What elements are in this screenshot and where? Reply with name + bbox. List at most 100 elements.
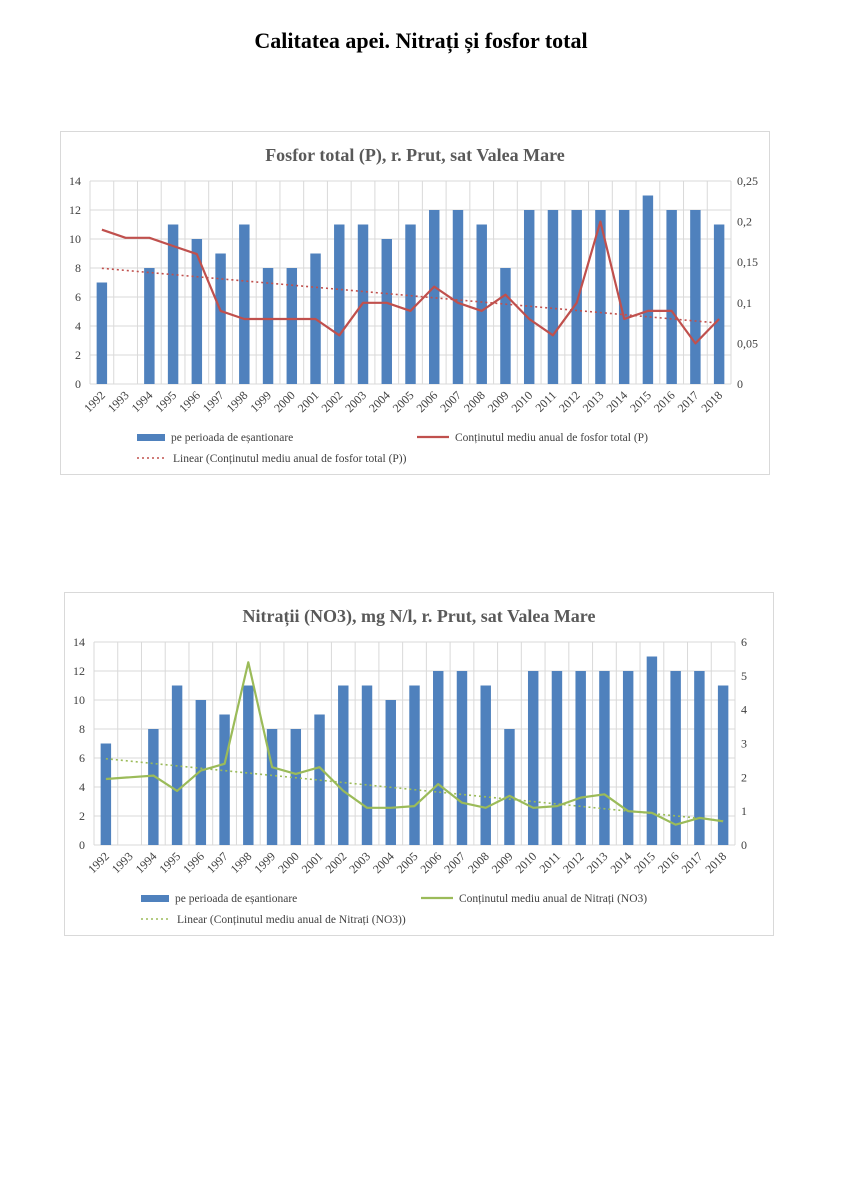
fosfor-bar-2015 — [642, 195, 654, 384]
fosfor-left-tick: 14 — [69, 174, 81, 188]
nitrati-x-tick-2012: 2012 — [560, 849, 587, 876]
nitrati-bar-1997 — [219, 714, 230, 845]
fosfor-legend-bar-label: pe perioada de eșantionare — [171, 432, 293, 444]
fosfor-right-tick: 0,1 — [737, 296, 752, 310]
fosfor-left-tick: 12 — [69, 203, 81, 217]
nitrati-x-tick-1993: 1993 — [109, 849, 136, 876]
nitrati-bar-2010 — [527, 671, 539, 845]
nitrati-left-tick: 4 — [79, 780, 85, 794]
nitrati-series-line — [105, 661, 724, 826]
fosfor-title: Fosfor total (P), r. Prut, sat Valea Mar… — [265, 145, 565, 166]
nitrati-x-tick-2013: 2013 — [584, 849, 611, 876]
nitrati-bar-2006 — [433, 671, 444, 845]
nitrati-left-tick: 10 — [73, 693, 85, 707]
fosfor-legend-line-label: Conținutul mediu anual de fosfor total (… — [455, 432, 648, 444]
nitrati-x-tick-2002: 2002 — [323, 849, 350, 876]
nitrati-x-tick-2014: 2014 — [607, 849, 634, 876]
fosfor-right-tick: 0,05 — [737, 336, 758, 350]
nitrati-x-tick-2017: 2017 — [679, 849, 706, 876]
nitrati-x-tick-2009: 2009 — [489, 849, 516, 876]
fosfor-x-tick-1996: 1996 — [176, 388, 203, 415]
fosfor-right-tick: 0,15 — [737, 255, 758, 269]
nitrati-bar-2014 — [622, 671, 634, 845]
nitrati-x-tick-1998: 1998 — [228, 849, 255, 876]
nitrati-left-tick: 0 — [79, 838, 85, 852]
nitrati-x-tick-1992: 1992 — [85, 849, 112, 876]
fosfor-x-tick-2013: 2013 — [580, 388, 607, 415]
fosfor-x-tick-1994: 1994 — [129, 388, 156, 415]
nitrati-bar-2008 — [480, 685, 491, 845]
fosfor-left-tick: 4 — [75, 319, 81, 333]
nitrati-x-tick-2000: 2000 — [275, 849, 302, 876]
fosfor-left-tick: 2 — [75, 348, 81, 362]
fosfor-bar-2002 — [334, 224, 345, 384]
fosfor-bar-2016 — [666, 210, 677, 384]
nitrati-right-tick: 6 — [741, 635, 747, 649]
nitrati-right-tick: 1 — [741, 804, 747, 818]
nitrati-x-tick-2011: 2011 — [537, 849, 564, 876]
nitrati-legend-trend-label: Linear (Conținutul mediu anual de Nitraț… — [177, 914, 406, 926]
nitrati-bar-2011 — [551, 671, 563, 845]
chart-fosfor-svg: Fosfor total (P), r. Prut, sat Valea Mar… — [69, 145, 758, 465]
fosfor-bar-2010 — [523, 210, 535, 384]
nitrati-x-tick-2004: 2004 — [370, 849, 397, 876]
fosfor-bar-2004 — [381, 239, 392, 384]
fosfor-bar-2006 — [429, 210, 440, 384]
fosfor-series-line — [101, 220, 720, 345]
fosfor-x-tick-2003: 2003 — [342, 388, 369, 415]
fosfor-bar-2000 — [286, 268, 298, 384]
fosfor-x-tick-2014: 2014 — [603, 388, 630, 415]
fosfor-bar-2018 — [713, 224, 725, 384]
nitrati-x-tick-2010: 2010 — [512, 849, 539, 876]
nitrati-x-tick-1994: 1994 — [133, 849, 160, 876]
fosfor-left-tick: 6 — [75, 290, 81, 304]
nitrati-x-tick-1995: 1995 — [156, 849, 183, 876]
nitrati-right-tick: 3 — [741, 737, 747, 751]
chart-nitrati: Nitrații (NO3), mg N/l, r. Prut, sat Val… — [64, 592, 774, 936]
fosfor-x-tick-1995: 1995 — [152, 388, 179, 415]
fosfor-legend-bar-swatch — [137, 434, 165, 441]
nitrati-bar-2001 — [314, 714, 325, 845]
fosfor-bar-2008 — [476, 224, 487, 384]
fosfor-x-tick-1992: 1992 — [81, 388, 108, 415]
fosfor-x-tick-2008: 2008 — [461, 388, 488, 415]
nitrati-x-tick-1997: 1997 — [204, 849, 231, 876]
nitrati-x-tick-2015: 2015 — [631, 849, 658, 876]
nitrati-bar-2012 — [575, 671, 586, 845]
nitrati-legend-line-label: Conținutul mediu anual de Nitrați (NO3) — [459, 893, 647, 905]
fosfor-x-tick-1997: 1997 — [200, 388, 227, 415]
nitrati-bar-1998 — [243, 685, 254, 845]
chart-fosfor: Fosfor total (P), r. Prut, sat Valea Mar… — [60, 131, 770, 475]
nitrati-bar-1996 — [195, 700, 207, 845]
fosfor-x-tick-2016: 2016 — [651, 388, 678, 415]
fosfor-bar-2013 — [595, 210, 606, 384]
fosfor-bar-1994 — [144, 268, 155, 384]
nitrati-left-tick: 14 — [73, 635, 85, 649]
fosfor-left-tick: 0 — [75, 377, 81, 391]
fosfor-bar-1999 — [262, 268, 274, 384]
fosfor-bar-1992 — [96, 282, 108, 384]
chart-nitrati-svg: Nitrații (NO3), mg N/l, r. Prut, sat Val… — [73, 606, 747, 926]
nitrati-x-tick-2001: 2001 — [299, 849, 326, 876]
fosfor-x-tick-2004: 2004 — [366, 388, 393, 415]
fosfor-right-tick: 0,2 — [737, 215, 752, 229]
nitrati-bar-2007 — [456, 671, 468, 845]
nitrati-bar-2002 — [338, 685, 349, 845]
fosfor-bar-1997 — [215, 253, 226, 384]
nitrati-trendline — [105, 757, 724, 822]
fosfor-x-tick-2005: 2005 — [390, 388, 417, 415]
nitrati-x-tick-2006: 2006 — [417, 849, 444, 876]
nitrati-right-tick: 4 — [741, 703, 747, 717]
fosfor-left-tick: 10 — [69, 232, 81, 246]
nitrati-x-tick-2003: 2003 — [346, 849, 373, 876]
nitrati-legend-bar-swatch — [141, 895, 169, 902]
nitrati-left-tick: 12 — [73, 664, 85, 678]
nitrati-bar-1992 — [100, 743, 112, 845]
fosfor-right-tick: 0 — [737, 377, 743, 391]
nitrati-bar-2018 — [717, 685, 729, 845]
nitrati-right-tick: 2 — [741, 770, 747, 784]
fosfor-bar-2011 — [547, 210, 559, 384]
fosfor-x-tick-2018: 2018 — [698, 388, 725, 415]
nitrati-bar-2000 — [290, 729, 302, 845]
fosfor-x-tick-2009: 2009 — [485, 388, 512, 415]
